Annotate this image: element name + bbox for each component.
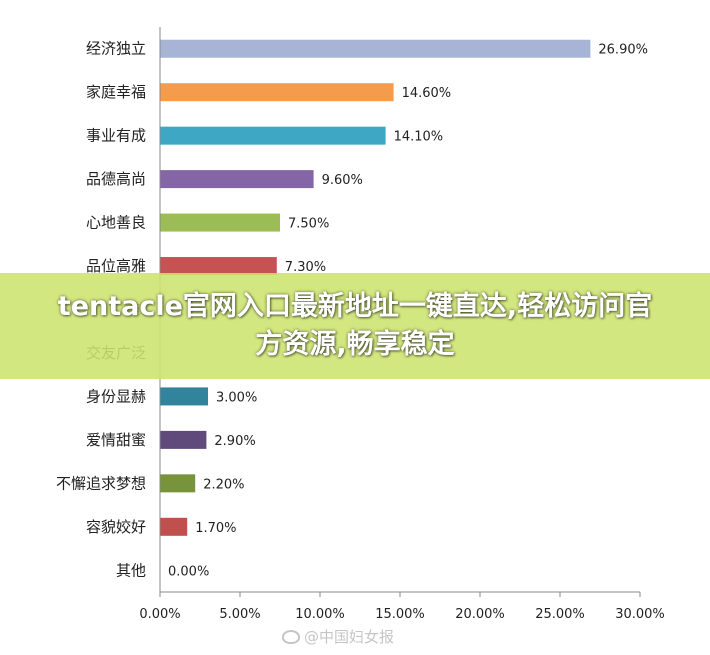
x-tick-label: 10.00% xyxy=(295,607,345,622)
watermark: @中国妇女报 xyxy=(282,626,394,647)
value-labels-group: 26.90% 14.60% 14.10% 9.60% 7.50% 7.30% 3.00% 2.… xyxy=(168,43,648,580)
category-label: 经济独立 xyxy=(86,40,146,58)
value-label: 14.10% xyxy=(394,130,444,145)
promo-banner-text: tentacle官网入口最新地址一键直达,轻松访问官方资源,畅享稳定 xyxy=(57,291,653,360)
value-label: 7.30% xyxy=(285,260,326,275)
bar-1 xyxy=(160,83,394,102)
category-label: 品德高尚 xyxy=(86,170,146,188)
x-tick-label: 25.00% xyxy=(535,607,585,622)
value-label: 14.60% xyxy=(402,86,452,101)
category-label: 品位高雅 xyxy=(86,257,146,275)
promo-banner-overlay[interactable]: tentacle官网入口最新地址一键直达,轻松访问官方资源,畅享稳定 xyxy=(0,273,710,379)
category-label: 家庭幸福 xyxy=(86,83,146,101)
category-label: 不懈追求梦想 xyxy=(56,474,146,492)
x-tick-label: 15.00% xyxy=(375,607,425,622)
bar-2 xyxy=(160,126,386,145)
value-label: 0.00% xyxy=(168,564,209,579)
value-label: 7.50% xyxy=(288,217,329,232)
category-label: 心地善良 xyxy=(86,214,146,232)
value-label: 26.90% xyxy=(598,43,648,58)
bar-10 xyxy=(160,474,196,493)
x-tick-label: 20.00% xyxy=(455,607,505,622)
x-tick-label: 30.00% xyxy=(615,607,665,622)
value-label: 2.20% xyxy=(203,477,244,492)
bar-4 xyxy=(160,213,280,232)
bar-5 xyxy=(160,257,277,276)
category-label: 爱情甜蜜 xyxy=(86,431,146,449)
watermark-text: @中国妇女报 xyxy=(304,628,395,646)
bar-8 xyxy=(160,387,208,406)
bar-11 xyxy=(160,517,188,536)
value-label: 2.90% xyxy=(214,434,255,449)
value-label: 1.70% xyxy=(195,521,236,536)
weibo-logo-icon xyxy=(282,629,300,644)
bar-9 xyxy=(160,430,207,449)
x-tick-label: 5.00% xyxy=(219,607,260,622)
value-label: 9.60% xyxy=(322,173,363,188)
category-label: 事业有成 xyxy=(86,127,146,145)
category-label: 身份显赫 xyxy=(86,387,146,405)
bars-group xyxy=(160,39,591,536)
bar-3 xyxy=(160,170,314,189)
x-tick-label: 0.00% xyxy=(139,607,180,622)
category-label: 容貌姣好 xyxy=(86,518,146,536)
bar-0 xyxy=(160,39,591,58)
x-ticks-group: 0.00% 5.00% 10.00% 15.00% 20.00% 25.00% 30.00% xyxy=(139,592,665,622)
value-label: 3.00% xyxy=(216,390,257,405)
category-label: 其他 xyxy=(116,561,146,579)
